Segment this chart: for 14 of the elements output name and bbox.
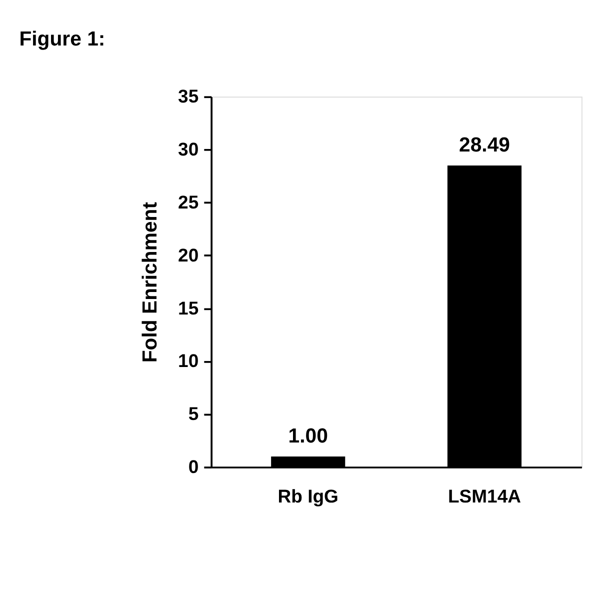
y-tick-label: 0	[188, 456, 199, 478]
y-tick-label: 5	[188, 403, 199, 424]
y-tick-label: 15	[178, 297, 199, 318]
chart-title: Figure 1:	[19, 28, 106, 51]
x-tick-label: Rb IgG	[278, 486, 338, 507]
y-tick-label: 25	[178, 192, 199, 213]
y-tick-label: 10	[178, 350, 199, 372]
y-tick-label: 30	[178, 138, 199, 160]
y-tick-label: 20	[178, 244, 199, 266]
y-axis-title: Fold Enrichment	[140, 202, 162, 363]
y-tick-label: 35	[178, 86, 199, 107]
x-tick-label: LSM14A	[448, 486, 521, 507]
data-label: 1.00	[288, 426, 328, 448]
data-label: 28.49	[459, 134, 510, 157]
